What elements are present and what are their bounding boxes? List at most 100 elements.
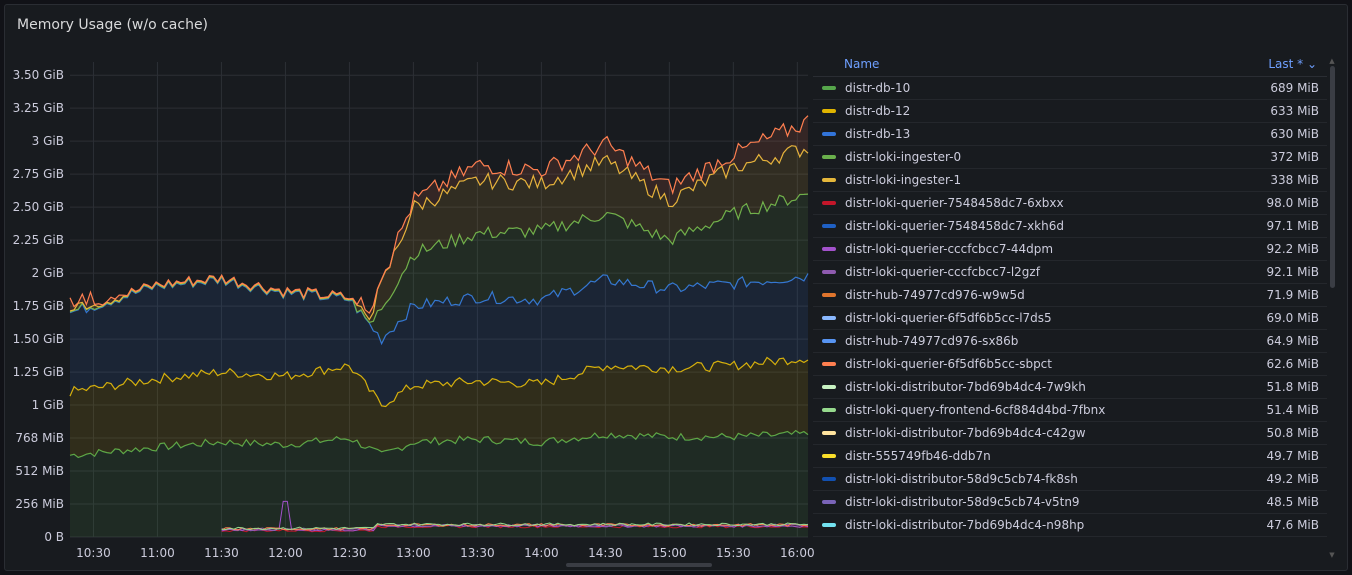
x-tick-label: 15:00 — [652, 546, 687, 560]
y-tick-label: 768 MiB — [15, 431, 64, 445]
legend-last-value: 62.6 MiB — [1266, 357, 1319, 371]
series-line[interactable] — [69, 429, 809, 459]
panel-title[interactable]: Memory Usage (w/o cache) — [17, 17, 209, 33]
series-color-swatch[interactable] — [822, 178, 836, 182]
legend-series-name[interactable]: distr-loki-ingester-0 — [845, 150, 962, 164]
legend-vertical-scrollbar[interactable]: ▲ ▼ — [1328, 57, 1336, 559]
legend-row[interactable]: distr-loki-querier-6f5df6b5cc-sbpct 62.6 … — [813, 353, 1327, 376]
y-tick-label: 512 MiB — [15, 464, 64, 478]
legend-series-name[interactable]: distr-hub-74977cd976-w9w5d — [845, 288, 1025, 302]
legend-series-name[interactable]: distr-loki-querier-6f5df6b5cc-l7ds5 — [845, 311, 1052, 325]
legend-series-name[interactable]: distr-loki-querier-cccfcbcc7-l2gzf — [845, 265, 1040, 279]
legend-series-name[interactable]: distr-555749fb46-ddb7n — [845, 449, 991, 463]
legend-series-name[interactable]: distr-loki-querier-7548458dc7-xkh6d — [845, 219, 1064, 233]
series-color-swatch[interactable] — [822, 109, 836, 113]
legend-row[interactable]: distr-db-12 633 MiB — [813, 100, 1327, 123]
series-color-swatch[interactable] — [822, 270, 836, 274]
legend-series-name[interactable]: distr-loki-distributor-7bd69b4dc4-7w9kh — [845, 380, 1086, 394]
legend-row[interactable]: distr-loki-distributor-7bd69b4dc4-n98hp 4… — [813, 514, 1327, 537]
legend-series-name[interactable]: distr-loki-querier-cccfcbcc7-44dpm — [845, 242, 1054, 256]
legend-row[interactable]: distr-555749fb46-ddb7n 49.7 MiB — [813, 445, 1327, 468]
legend-name-column-header[interactable]: Name — [844, 57, 880, 71]
series-color-swatch[interactable] — [822, 86, 836, 90]
legend-last-value: 372 MiB — [1270, 150, 1319, 164]
legend-series-name[interactable]: distr-db-13 — [845, 127, 911, 141]
series-area — [70, 145, 808, 323]
series-color-swatch[interactable] — [822, 454, 836, 458]
legend-row[interactable]: distr-loki-ingester-1 338 MiB — [813, 169, 1327, 192]
legend-row[interactable]: distr-loki-query-frontend-6cf884d4bd-7fb… — [813, 399, 1327, 422]
small-series-line[interactable] — [221, 522, 809, 531]
series-color-swatch[interactable] — [822, 224, 836, 228]
legend-last-column-header[interactable]: Last * ⌄ — [1268, 57, 1317, 71]
legend-row[interactable]: distr-loki-querier-cccfcbcc7-l2gzf 92.1 M… — [813, 261, 1327, 284]
legend-series-name[interactable]: distr-hub-74977cd976-sx86b — [845, 334, 1019, 348]
legend-last-value: 633 MiB — [1270, 104, 1319, 118]
legend-last-value: 92.1 MiB — [1266, 265, 1319, 279]
legend-last-value: 69.0 MiB — [1266, 311, 1319, 325]
legend-row[interactable]: distr-loki-ingester-0 372 MiB — [813, 146, 1327, 169]
series-line[interactable] — [69, 115, 809, 315]
legend-series-name[interactable]: distr-loki-distributor-7bd69b4dc4-n98hp — [845, 518, 1085, 532]
legend-scroll-thumb[interactable] — [1330, 66, 1335, 288]
legend-table: Name Last * ⌄ distr-db-10 689 MiB distr-db… — [813, 52, 1327, 557]
y-tick-label: 2.50 GiB — [13, 200, 64, 214]
series-color-swatch[interactable] — [822, 132, 836, 136]
legend-row[interactable]: distr-db-13 630 MiB — [813, 123, 1327, 146]
legend-series-name[interactable]: distr-loki-querier-7548458dc7-6xbxx — [845, 196, 1064, 210]
series-color-swatch[interactable] — [822, 201, 836, 205]
legend-series-name[interactable]: distr-loki-distributor-7bd69b4dc4-c42gw — [845, 426, 1086, 440]
legend-row[interactable]: distr-loki-querier-7548458dc7-xkh6d 97.1 … — [813, 215, 1327, 238]
x-tick-label: 11:00 — [140, 546, 175, 560]
series-area — [70, 357, 808, 458]
series-area — [70, 115, 808, 320]
scroll-up-arrow-icon[interactable]: ▲ — [1329, 57, 1335, 65]
legend-series-name[interactable]: distr-loki-query-frontend-6cf884d4bd-7fb… — [845, 403, 1106, 417]
legend-series-name[interactable]: distr-loki-distributor-58d9c5cb74-v5tn9 — [845, 495, 1080, 509]
legend-row[interactable]: distr-loki-distributor-7bd69b4dc4-7w9kh 5… — [813, 376, 1327, 399]
legend-series-name[interactable]: distr-db-10 — [845, 81, 911, 95]
series-area — [70, 273, 808, 407]
y-tick-label: 256 MiB — [15, 497, 64, 511]
series-color-swatch[interactable] — [822, 362, 836, 366]
series-color-swatch[interactable] — [822, 247, 836, 251]
legend-last-value: 64.9 MiB — [1266, 334, 1319, 348]
legend-series-name[interactable]: distr-loki-querier-6f5df6b5cc-sbpct — [845, 357, 1052, 371]
legend-last-value: 71.9 MiB — [1266, 288, 1319, 302]
legend-row[interactable]: distr-loki-querier-6f5df6b5cc-l7ds5 69.0 … — [813, 307, 1327, 330]
series-color-swatch[interactable] — [822, 500, 836, 504]
legend-row[interactable]: distr-loki-distributor-7bd69b4dc4-c42gw 5… — [813, 422, 1327, 445]
series-color-swatch[interactable] — [822, 385, 836, 389]
series-color-swatch[interactable] — [822, 431, 836, 435]
small-series-line[interactable] — [221, 523, 809, 531]
series-color-swatch[interactable] — [822, 477, 836, 481]
y-tick-label: 2.25 GiB — [13, 233, 64, 247]
series-color-swatch[interactable] — [822, 316, 836, 320]
legend-last-value: 51.8 MiB — [1266, 380, 1319, 394]
legend-row[interactable]: distr-loki-distributor-58d9c5cb74-v5tn9 4… — [813, 491, 1327, 514]
legend-series-name[interactable]: distr-loki-ingester-1 — [845, 173, 962, 187]
x-tick-label: 10:30 — [76, 546, 111, 560]
horizontal-scrollbar-thumb[interactable] — [566, 563, 712, 567]
series-color-swatch[interactable] — [822, 339, 836, 343]
series-color-swatch[interactable] — [822, 523, 836, 527]
legend-series-name[interactable]: distr-db-12 — [845, 104, 911, 118]
legend-row[interactable]: distr-db-10 689 MiB — [813, 77, 1327, 100]
legend-row[interactable]: distr-loki-distributor-58d9c5cb74-fk8sh 4… — [813, 468, 1327, 491]
scroll-down-arrow-icon[interactable]: ▼ — [1329, 551, 1335, 559]
legend-last-value: 92.2 MiB — [1266, 242, 1319, 256]
legend-last-value: 51.4 MiB — [1266, 403, 1319, 417]
series-color-swatch[interactable] — [822, 293, 836, 297]
legend-row[interactable]: distr-hub-74977cd976-w9w5d 71.9 MiB — [813, 284, 1327, 307]
x-tick-label: 12:30 — [332, 546, 367, 560]
series-line[interactable] — [69, 356, 809, 408]
series-color-swatch[interactable] — [822, 155, 836, 159]
x-tick-label: 15:30 — [716, 546, 751, 560]
series-color-swatch[interactable] — [822, 408, 836, 412]
legend-row[interactable]: distr-loki-querier-cccfcbcc7-44dpm 92.2 M… — [813, 238, 1327, 261]
legend-series-name[interactable]: distr-loki-distributor-58d9c5cb74-fk8sh — [845, 472, 1078, 486]
legend-row[interactable]: distr-hub-74977cd976-sx86b 64.9 MiB — [813, 330, 1327, 353]
y-tick-label: 0 B — [44, 530, 64, 544]
legend-row[interactable]: distr-loki-querier-7548458dc7-6xbxx 98.0 … — [813, 192, 1327, 215]
